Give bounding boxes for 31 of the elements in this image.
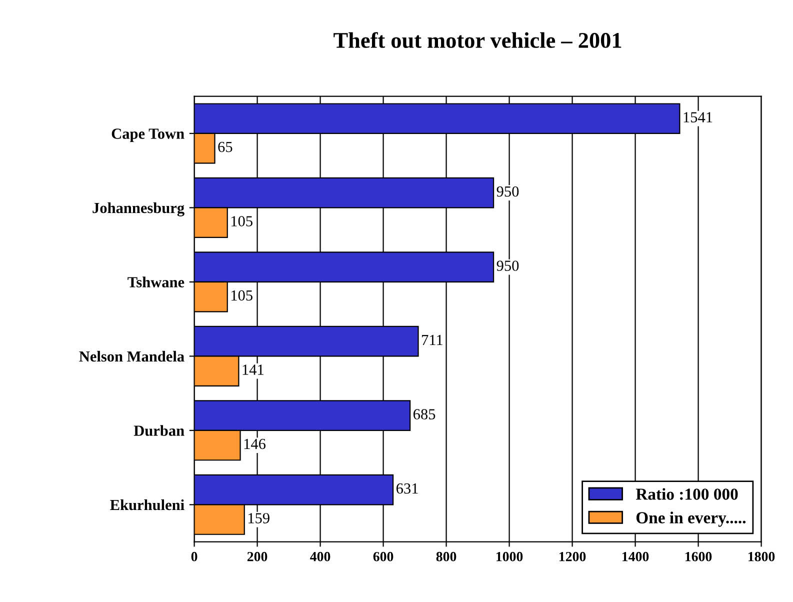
legend-label: One in every..... bbox=[636, 512, 746, 527]
y-tick-label: Cape Town bbox=[112, 128, 184, 142]
data-label: 105 bbox=[231, 290, 252, 301]
y-tick-label: Ekurhuleni bbox=[110, 499, 184, 510]
legend-label: Ratio :100 000 bbox=[636, 488, 738, 500]
data-label: 711 bbox=[422, 334, 442, 346]
y-tick-label: Johannesburg bbox=[92, 202, 184, 216]
x-tick-label: 1600 bbox=[686, 552, 712, 562]
data-label: 1541 bbox=[684, 112, 712, 122]
y-tick-label: Tshwane bbox=[128, 276, 184, 288]
x-tick-label: 1200 bbox=[560, 552, 586, 562]
data-label: 631 bbox=[396, 483, 418, 494]
x-tick-label: 600 bbox=[373, 552, 394, 562]
y-tick-label: Nelson Mandela bbox=[79, 350, 184, 362]
data-label: 950 bbox=[496, 260, 519, 271]
x-tick-label: 1400 bbox=[622, 552, 649, 562]
x-tick-label: 1000 bbox=[496, 552, 523, 562]
data-label: 685 bbox=[413, 409, 436, 420]
data-label: 141 bbox=[242, 364, 264, 375]
chart-title: Theft out motor vehicle – 2001 bbox=[334, 32, 622, 48]
x-tick-label: 0 bbox=[191, 552, 198, 562]
x-tick-label: 400 bbox=[310, 552, 330, 562]
data-label: 105 bbox=[231, 216, 252, 226]
x-tick-label: 800 bbox=[436, 552, 456, 562]
y-tick-label: Durban bbox=[134, 425, 184, 436]
data-label: 950 bbox=[496, 186, 519, 197]
x-tick-label: 200 bbox=[247, 552, 268, 562]
x-tick-label: 1800 bbox=[748, 552, 775, 562]
data-label: 146 bbox=[244, 438, 266, 450]
data-label: 159 bbox=[248, 513, 270, 524]
data-label: 65 bbox=[218, 142, 232, 152]
